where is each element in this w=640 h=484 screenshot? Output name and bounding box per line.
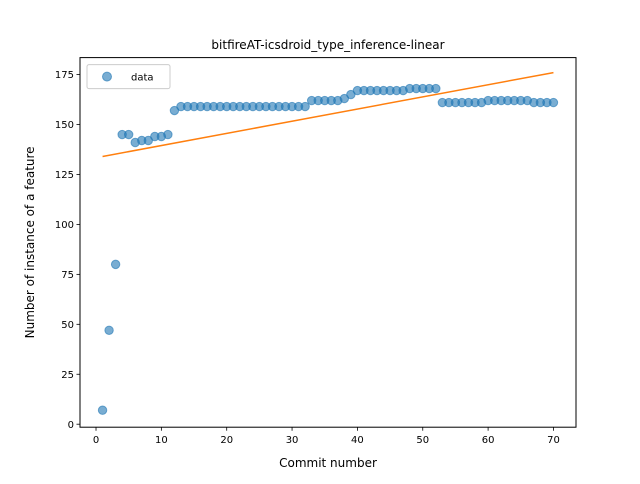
- fit-line: [102, 71, 554, 158]
- data-point: [548, 97, 559, 108]
- legend: data: [86, 64, 171, 90]
- legend-marker-data: [102, 71, 112, 82]
- y-tick-label: 150: [55, 120, 74, 131]
- y-tick-label: 50: [61, 320, 74, 331]
- data-point: [110, 259, 121, 270]
- data-point: [431, 83, 441, 94]
- y-axis-label: Number of instance of a feature: [23, 146, 37, 338]
- data-point: [123, 129, 134, 140]
- y-axis: 0 25 50 75 100 125 150 175: [55, 70, 80, 431]
- x-tick-label: 0: [93, 435, 99, 446]
- x-tick-label: 70: [547, 435, 560, 446]
- data-point: [163, 129, 173, 140]
- data-point: [104, 325, 114, 335]
- x-tick-label: 60: [482, 435, 495, 446]
- legend-label-data: data: [131, 73, 154, 84]
- chart-title: bitfireAT-icsdroid_type_inference-linear: [211, 38, 444, 52]
- y-tick-label: 0: [68, 420, 74, 431]
- x-tick-label: 40: [351, 435, 364, 446]
- x-tick-label: 20: [220, 435, 233, 446]
- y-tick-label: 125: [55, 170, 74, 181]
- x-tick-label: 50: [416, 435, 429, 446]
- x-tick-label: 30: [286, 435, 299, 446]
- data-point: [300, 101, 310, 112]
- y-tick-label: 75: [61, 270, 74, 281]
- x-tick-label: 10: [155, 435, 168, 446]
- y-tick-label: 100: [55, 220, 74, 231]
- x-axis-label: Commit number: [279, 456, 377, 470]
- x-axis: 0 10 20 30 40 50 60 70: [93, 427, 560, 446]
- y-tick-label: 175: [55, 70, 74, 81]
- data-point: [97, 405, 108, 415]
- y-tick-label: 25: [61, 370, 74, 381]
- legend-box: [86, 64, 171, 90]
- plot-content: [97, 71, 559, 415]
- plot-frame: [79, 57, 577, 428]
